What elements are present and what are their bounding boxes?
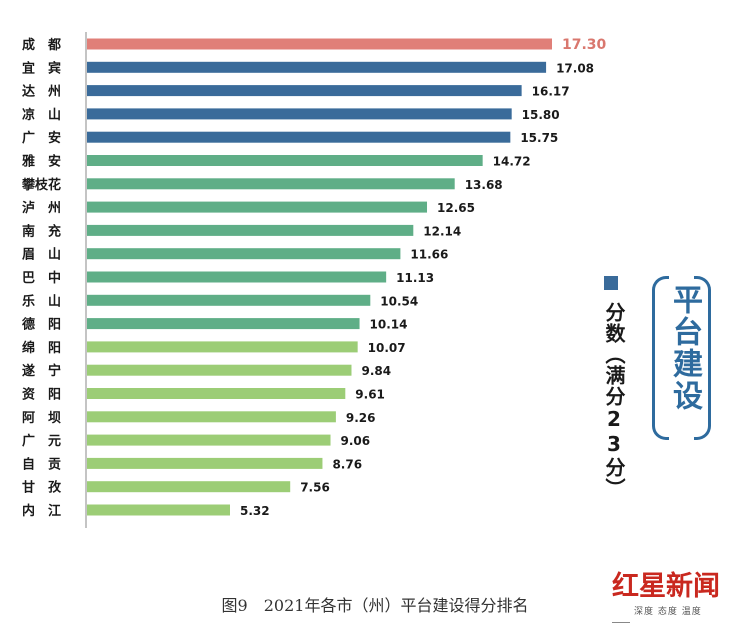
value-label: 9.06 [341, 434, 371, 448]
bar [87, 178, 455, 190]
figure-caption: 图9 2021年各市（州）平台建设得分排名 [221, 596, 529, 615]
bar [87, 411, 336, 423]
category-label: 遂 宁 [22, 363, 61, 379]
category-label: 广 元 [22, 433, 61, 449]
bar [87, 108, 512, 120]
value-label: 10.14 [370, 318, 408, 332]
bar [87, 318, 360, 330]
bar-chart: 成 都 17.30 宜 宾 17.08 达 州 16.17 凉 山 15.80 广 安 15.75… [21, 32, 607, 528]
bar [87, 248, 401, 260]
value-label: 12.65 [437, 201, 475, 215]
bar [87, 294, 371, 306]
logo-subtitle: 深度 态度 温度 [634, 607, 702, 617]
value-label: 15.80 [522, 108, 560, 122]
value-label: 13.68 [465, 178, 503, 192]
value-label: 17.30 [562, 37, 607, 53]
category-label: 绵 阳 [22, 340, 61, 356]
legend-swatch [604, 276, 618, 290]
category-label: 泸 州 [22, 200, 61, 216]
category-label: 凉 山 [22, 107, 61, 123]
category-label: 自 贡 [22, 456, 61, 472]
value-label: 11.66 [410, 248, 448, 262]
value-label: 10.54 [380, 294, 418, 308]
value-label: 9.26 [346, 411, 376, 425]
category-label: 眉 山 [22, 247, 61, 263]
value-label: 15.75 [520, 131, 558, 145]
category-label: 资 阳 [22, 387, 61, 403]
category-label: 乐 山 [22, 293, 61, 309]
category-label: 成 都 [22, 37, 61, 53]
bar [87, 61, 547, 73]
value-label: 16.17 [532, 85, 570, 99]
category-label: 广 安 [22, 130, 61, 146]
bar [87, 85, 522, 97]
value-label: 8.76 [332, 457, 362, 471]
brand-logo: 红星新闻 深度 态度 温度 [612, 572, 742, 634]
title-bracket-left [652, 276, 669, 440]
value-label: 7.56 [300, 481, 330, 495]
value-label: 9.61 [355, 388, 385, 402]
category-label: 南 充 [22, 223, 61, 239]
legend-label: 分数（满分23分） [602, 302, 626, 499]
category-label: 达 州 [22, 84, 61, 100]
category-label: 宜 宾 [22, 60, 61, 76]
chart-title: 平台建设 [667, 284, 702, 412]
bar [87, 364, 352, 376]
category-label: 巴 中 [22, 270, 61, 286]
logo-text: 红星新闻 [612, 571, 720, 602]
value-label: 14.72 [493, 155, 531, 169]
bar [87, 481, 291, 493]
category-label: 甘 孜 [22, 480, 62, 496]
logo-rule [612, 622, 630, 623]
bar [87, 131, 511, 143]
value-label: 12.14 [423, 224, 461, 238]
bar [87, 155, 483, 166]
value-label: 17.08 [556, 61, 594, 75]
bar [87, 201, 428, 213]
value-label: 9.84 [361, 364, 391, 378]
category-label: 内 江 [22, 503, 61, 519]
bar [87, 434, 331, 446]
bar [87, 504, 230, 516]
value-label: 5.32 [240, 504, 270, 518]
category-label: 雅 安 [22, 154, 61, 170]
bar [87, 224, 414, 236]
category-label: 攀枝花 [21, 177, 61, 193]
bar [87, 457, 323, 469]
bar [87, 38, 552, 50]
bar [87, 388, 346, 399]
value-label: 10.07 [368, 341, 406, 355]
value-label: 11.13 [396, 271, 434, 285]
category-label: 德 阳 [22, 317, 61, 333]
bars-group: 成 都 17.30 宜 宾 17.08 达 州 16.17 凉 山 15.80 广 安 15.75… [21, 37, 607, 519]
title-bracket-right [694, 276, 711, 440]
category-label: 阿 坝 [22, 411, 61, 426]
bar [87, 341, 358, 353]
bar [87, 271, 387, 283]
